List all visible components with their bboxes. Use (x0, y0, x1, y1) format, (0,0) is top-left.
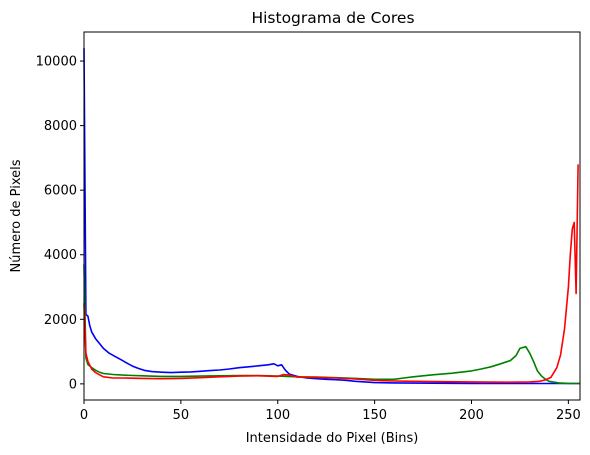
x-tick-label: 150 (362, 408, 387, 423)
x-axis-label: Intensidade do Pixel (Bins) (246, 431, 419, 446)
y-tick-label: 2000 (44, 313, 77, 328)
series-line-0 (83, 48, 580, 385)
series-line-1 (83, 264, 581, 385)
chart-title: Histograma de Cores (251, 9, 414, 27)
y-tick-label: 6000 (44, 184, 77, 199)
y-tick-label: 0 (69, 377, 77, 392)
tick-layer: 0 50 100 150 200 250 0 2000 4000 6000 8000 10000 (36, 55, 581, 423)
y-tick-label: 8000 (44, 119, 77, 134)
y-tick-label: 10000 (36, 55, 77, 70)
y-tick-label: 4000 (44, 248, 77, 263)
x-tick-label: 0 (80, 408, 88, 423)
series-line-2 (83, 164, 579, 384)
x-tick-label: 100 (265, 408, 290, 423)
plot-frame (83, 31, 581, 401)
x-tick-label: 50 (173, 408, 190, 423)
x-tick-label: 200 (459, 408, 484, 423)
y-axis-label: Número de Pixels (9, 159, 24, 272)
series-layer (83, 48, 581, 385)
x-tick-label: 250 (556, 408, 581, 423)
